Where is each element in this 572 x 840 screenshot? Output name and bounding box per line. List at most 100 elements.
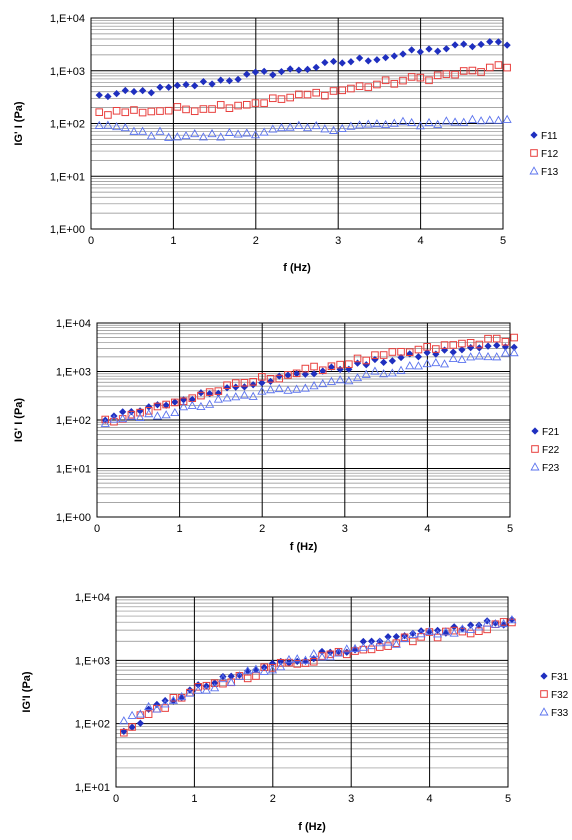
data-point: [416, 629, 426, 638]
data-point: [251, 68, 260, 76]
data-point: [466, 352, 476, 361]
data-point: [286, 93, 294, 102]
data-point: [476, 116, 486, 125]
data-point: [171, 398, 179, 407]
data-point: [155, 126, 165, 135]
data-point: [144, 701, 154, 711]
data-point: [138, 108, 147, 117]
data-point: [171, 398, 179, 406]
y-tick-label: 1,E+02: [50, 119, 85, 131]
data-point: [293, 660, 302, 668]
data-point: [441, 116, 451, 125]
data-point: [321, 91, 329, 100]
data-point: [376, 643, 384, 651]
data-point: [286, 65, 294, 73]
data-point: [198, 132, 208, 141]
data-point: [139, 86, 147, 95]
data-point: [466, 339, 475, 347]
data-point: [407, 117, 417, 127]
data-point: [259, 666, 269, 675]
data-point: [248, 391, 258, 400]
y-tick-label: 1,E+03: [50, 66, 85, 78]
data-point: [277, 68, 286, 76]
data-point: [128, 723, 136, 731]
data-point: [120, 727, 128, 736]
data-point: [364, 57, 372, 65]
y-tick-label: 1,E+04: [75, 592, 110, 604]
data-point: [161, 410, 171, 419]
data-point: [207, 128, 217, 138]
data-point: [442, 70, 451, 78]
data-point: [257, 386, 267, 395]
data-point: [129, 126, 139, 135]
data-point: [371, 351, 379, 359]
data-point: [275, 374, 284, 383]
data-point: [231, 392, 241, 401]
data-point: [391, 639, 401, 648]
data-point: [347, 58, 355, 66]
data-point: [216, 132, 226, 141]
data-point: [450, 626, 458, 635]
data-point: [112, 89, 121, 98]
chart-2: 1,E+00 1,E+01 1,E+02 1,E+03 1,E+04 0 1 2 3 4 5 f (H…: [13, 318, 560, 553]
data-point: [483, 352, 493, 361]
data-point: [415, 121, 425, 130]
y-tick-label: 1,E+03: [75, 655, 110, 667]
data-point: [467, 343, 475, 352]
x-tick-label: 0: [88, 235, 94, 247]
data-point: [182, 105, 190, 114]
data-point: [336, 360, 344, 369]
data-point: [266, 377, 275, 386]
data-point: [274, 383, 284, 393]
data-point: [311, 120, 321, 130]
data-point: [258, 379, 266, 387]
data-point: [458, 346, 466, 354]
data-point: [121, 108, 130, 117]
data-point: [492, 334, 501, 343]
data-point: [112, 106, 121, 115]
data-point: [389, 118, 399, 127]
data-point: [477, 68, 485, 76]
data-point: [210, 683, 220, 692]
data-point: [370, 366, 380, 375]
data-point: [147, 89, 155, 97]
data-point: [327, 363, 336, 371]
data-point: [433, 629, 443, 638]
data-point: [358, 642, 368, 651]
x-axis-label: f (Hz): [290, 541, 318, 553]
legend-marker: [540, 690, 548, 698]
legend: F31 F32 F33: [539, 672, 569, 719]
data-point: [397, 353, 405, 362]
data-point: [390, 52, 398, 60]
data-point: [119, 716, 129, 725]
data-point: [164, 132, 174, 141]
data-point: [240, 378, 249, 387]
data-point: [164, 106, 173, 115]
data-point: [251, 99, 260, 107]
data-point: [432, 345, 440, 353]
data-point: [338, 59, 346, 67]
data-point: [408, 629, 418, 639]
data-point: [484, 342, 492, 350]
data-point: [214, 387, 223, 395]
data-point: [312, 63, 320, 72]
data-point: [482, 618, 492, 627]
y-tick-label: 1,E+02: [75, 719, 110, 731]
series-F22: [101, 333, 518, 426]
data-point: [347, 84, 355, 93]
legend: F21 F22 F23: [530, 427, 560, 474]
y-tick-label: 1,E+00: [56, 512, 91, 524]
data-point: [205, 388, 214, 396]
data-point: [367, 645, 376, 654]
y-axis-label: IG' I (Pa): [13, 398, 25, 443]
data-point: [433, 633, 442, 642]
chart-3: 1,E+01 1,E+02 1,E+03 1,E+04 0 1 2 3 4 5 f (Hz) IG'I…: [21, 592, 569, 833]
data-point: [333, 648, 344, 657]
data-point: [269, 94, 277, 103]
y-axis-label: IG'I (Pa): [21, 671, 33, 712]
data-point: [337, 123, 347, 132]
data-point: [503, 41, 511, 49]
data-point: [179, 397, 188, 406]
data-point: [310, 370, 318, 378]
